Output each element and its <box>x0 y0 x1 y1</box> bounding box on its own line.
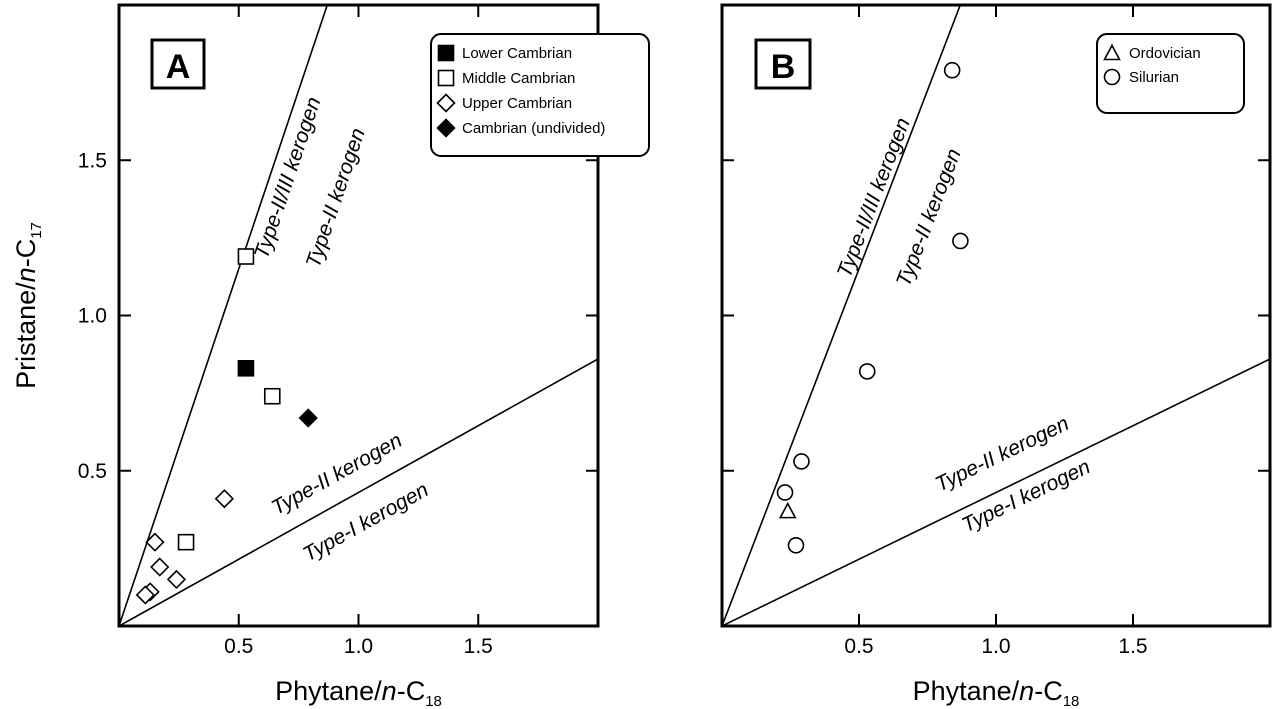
data-point <box>263 387 281 405</box>
series-upper-cambrian <box>135 489 235 605</box>
legend-label: Lower Cambrian <box>462 45 572 62</box>
legend-marker <box>437 44 455 62</box>
legend-label: Middle Cambrian <box>462 70 575 87</box>
series-cambrian-undivided <box>298 408 318 428</box>
data-point <box>787 536 805 554</box>
data-point <box>943 61 961 79</box>
kerogen-boundary-line-2 <box>722 358 1270 626</box>
legend-label: Upper Cambrian <box>462 95 572 112</box>
y-tick-label: 1.0 <box>78 305 107 328</box>
data-point <box>135 585 155 605</box>
legend-label: Ordovician <box>1129 45 1201 62</box>
legend-box <box>1096 33 1245 114</box>
data-point <box>166 569 187 590</box>
kerogen-region-label: Type-II kerogen <box>892 146 966 290</box>
kerogen-boundary-line-1 <box>119 5 329 626</box>
legend-marker <box>436 118 456 138</box>
x-tick-label: 1.0 <box>981 635 1010 658</box>
y-axis-title: Pristane/n-C17 <box>11 222 45 389</box>
legend-box <box>430 33 650 157</box>
data-point <box>858 363 876 380</box>
data-point <box>778 501 797 519</box>
kerogen-region-label: Type-II kerogen <box>302 125 370 270</box>
panel-letter: B <box>771 48 796 86</box>
x-axis-title: Phytane/n-C18 <box>913 676 1080 709</box>
x-tick-label: 1.5 <box>1118 635 1147 658</box>
panel-letter-box <box>754 38 812 90</box>
panel-letter: A <box>166 48 191 86</box>
y-tick-label: 1.5 <box>78 149 107 172</box>
data-point <box>776 484 794 501</box>
kerogen-boundary-line-2 <box>119 358 598 626</box>
x-tick-label: 0.5 <box>224 635 253 658</box>
data-point <box>952 232 969 250</box>
legend-marker <box>437 69 455 87</box>
panel-letter-box <box>150 38 206 90</box>
y-tick-label: 0.5 <box>78 460 107 483</box>
data-point <box>237 248 255 265</box>
series-middle-cambrian <box>177 248 281 551</box>
series-lower-cambrian <box>237 359 255 377</box>
data-point <box>793 453 810 470</box>
data-point <box>298 408 318 428</box>
kerogen-boundary-line-1 <box>722 5 962 626</box>
data-point <box>145 532 165 552</box>
x-tick-label: 1.5 <box>464 635 493 658</box>
x-axis-title: Phytane/n-C18 <box>275 676 442 709</box>
series-silurian <box>776 61 969 554</box>
legend-marker <box>436 93 456 113</box>
data-point <box>214 489 235 509</box>
x-tick-label: 1.0 <box>344 635 373 658</box>
data-point <box>237 359 255 377</box>
data-point <box>150 557 170 577</box>
legend-label: Cambrian (undivided) <box>462 120 605 137</box>
legend-marker <box>1103 43 1121 61</box>
x-tick-label: 0.5 <box>844 635 873 658</box>
data-point <box>177 533 195 551</box>
series-ordovician <box>778 501 797 519</box>
legend-marker <box>1103 68 1121 86</box>
legend-label: Silurian <box>1129 69 1179 86</box>
